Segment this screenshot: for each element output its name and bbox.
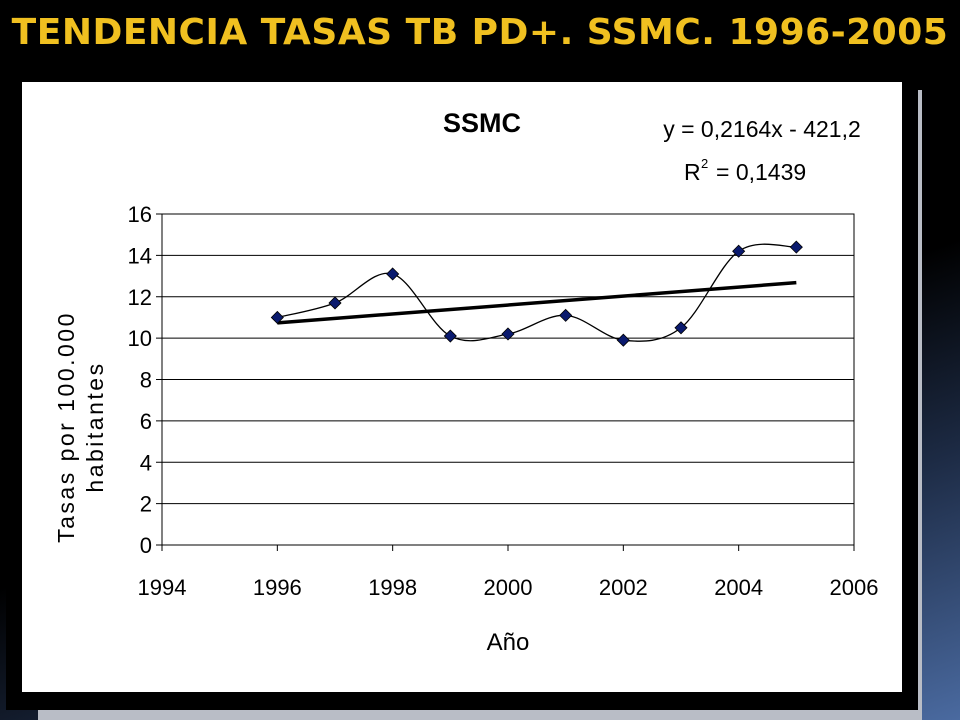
y-tick-label: 2: [140, 492, 152, 517]
y-tick-label: 16: [128, 202, 152, 227]
slide-title: TENDENCIA TASAS TB PD+. SSMC. 1996-2005: [0, 0, 960, 68]
y-axis-label-line-2: habitantes: [82, 361, 108, 492]
y-tick-label: 4: [140, 450, 152, 475]
x-tick-label: 1994: [138, 575, 187, 600]
y-tick-label: 10: [128, 326, 152, 351]
y-axis-ticks: 0 2 4 6 8 10 12 14 16: [128, 202, 162, 558]
data-point-diamond: [732, 244, 746, 258]
x-tick-label: 2000: [484, 575, 533, 600]
r2-symbol: R: [684, 159, 701, 185]
data-point-diamond: [616, 333, 630, 347]
x-tick-label: 2002: [599, 575, 648, 600]
y-tick-label: 14: [128, 243, 152, 268]
r2-superscript: 2: [701, 156, 708, 171]
x-tick-label: 1998: [368, 575, 417, 600]
data-point-diamond: [386, 267, 400, 281]
y-tick-label: 6: [140, 409, 152, 434]
data-point-diamond: [328, 296, 342, 310]
x-axis-ticks: 1994 1996 1998 2000 2002 2004 2006: [138, 545, 879, 600]
data-point-diamond: [559, 308, 573, 322]
chart-title: SSMC: [443, 108, 521, 138]
data-point-diamond: [789, 240, 803, 254]
y-tick-label: 12: [128, 285, 152, 310]
y-axis-label-line-1: Tasas por 100.000: [53, 311, 79, 543]
y-tick-label: 0: [140, 533, 152, 558]
trend-equation: y = 0,2164x - 421,2: [663, 116, 861, 142]
data-point-diamond: [501, 327, 515, 341]
chart-panel: 0 2 4 6 8 10 12 14 16 1994 1996 1998 2000 2002 2004 20…: [22, 82, 902, 692]
x-tick-label: 1996: [253, 575, 302, 600]
y-tick-label: 8: [140, 368, 152, 393]
data-point-diamond: [674, 321, 688, 335]
linear-trendline: [277, 280, 797, 325]
y-axis-label: Tasas por 100.000 habitantes: [53, 311, 108, 543]
r-squared-label: R 2 = 0,1439: [684, 156, 806, 185]
data-point-diamond: [270, 310, 284, 325]
data-points: [270, 240, 803, 347]
x-tick-label: 2004: [714, 575, 763, 600]
gridlines: [162, 254, 854, 505]
x-tick-label: 2006: [830, 575, 879, 600]
data-point-diamond: [443, 329, 457, 343]
x-axis-label: Año: [487, 629, 530, 656]
r2-value: = 0,1439: [716, 159, 806, 185]
series-smooth-line: [277, 243, 797, 342]
